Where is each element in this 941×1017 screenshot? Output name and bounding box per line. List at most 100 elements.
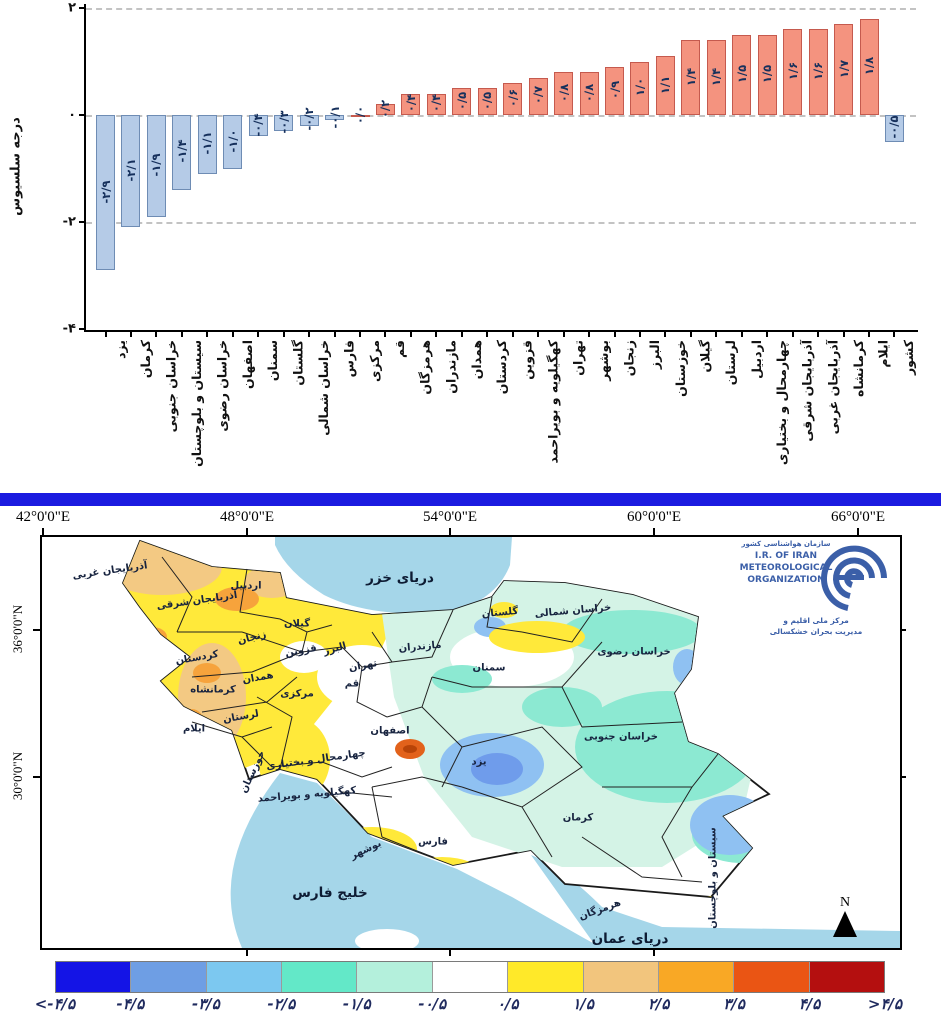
- iran-map-graphic: [121, 537, 900, 948]
- colorbar-segment: [432, 962, 509, 992]
- latitude-tick-right: [899, 776, 906, 778]
- bar: [783, 29, 803, 115]
- bar: [579, 72, 599, 115]
- bar-value-label: ۰/۶: [505, 88, 520, 108]
- x-category-label: فارس: [341, 340, 357, 378]
- bar-value-label: ۰/۸: [556, 83, 571, 102]
- longitude-tick: [42, 528, 44, 536]
- x-tick-mark: [588, 332, 591, 337]
- colorbar-label: >۴/۵: [867, 995, 903, 1013]
- sea-label: دریای عمان: [591, 931, 669, 947]
- x-category-label: کشور: [901, 340, 917, 376]
- latitude-label-left: 36°0'0"N: [10, 604, 25, 654]
- bar: [554, 72, 574, 115]
- x-category-label: گلستان: [290, 340, 306, 386]
- x-tick-mark: [562, 332, 565, 337]
- bar-value-label: ۰/۵: [454, 91, 469, 110]
- bar: [96, 115, 115, 271]
- y-tick-mark: [79, 7, 85, 9]
- x-tick-mark: [155, 332, 158, 337]
- longitude-tick: [449, 528, 451, 536]
- bar: [757, 34, 777, 115]
- x-category-label: خوزستان: [672, 340, 688, 397]
- bar: [375, 104, 395, 115]
- colorbar-segment: [809, 962, 884, 992]
- x-tick-mark: [282, 332, 285, 337]
- bar-value-label: -۰/۴: [251, 113, 266, 137]
- longitude-tick: [246, 528, 248, 536]
- colorbar-segment: [131, 962, 207, 992]
- x-tick-mark: [359, 332, 361, 337]
- x-category-label: آذربایجان غربی: [825, 340, 841, 435]
- province-label: خراسان جنوبی: [584, 731, 658, 743]
- longitude-bottom-tick: [449, 948, 451, 956]
- bar-value-label: ۱/۱: [658, 75, 673, 94]
- longitude-label: 42°0'0"E: [16, 509, 70, 525]
- province-label: مرکزی: [280, 688, 314, 700]
- bar: [197, 115, 217, 174]
- bar: [401, 93, 421, 115]
- x-category-label: کرمان: [137, 340, 153, 379]
- bar: [121, 115, 141, 228]
- colorbar-label: -۰/۵: [418, 995, 447, 1013]
- logo-line-3: ORGANIZATION: [747, 575, 825, 585]
- x-tick-mark: [766, 332, 769, 337]
- x-category-label: گیلان: [697, 340, 713, 373]
- colorbar-label: -۳/۵: [191, 995, 220, 1013]
- colorbar-segment: [282, 962, 358, 992]
- bar: [503, 82, 523, 115]
- bar: [808, 29, 828, 115]
- x-axis-line: [84, 330, 918, 332]
- longitude-label: 60°0'0"E: [627, 509, 681, 525]
- x-tick-mark: [409, 332, 412, 337]
- y-tick-label: -۲: [62, 214, 76, 230]
- x-tick-mark: [180, 332, 183, 337]
- x-tick-mark: [308, 332, 311, 337]
- x-tick-mark: [206, 332, 209, 337]
- x-category-label: کهگیلویه و بویراحمد: [545, 340, 561, 464]
- province-label: اردبیل: [230, 580, 262, 592]
- logo-fa-bottom-2: مدیریت بحران خشکسالی: [769, 627, 863, 636]
- bar: [655, 56, 675, 115]
- bar: [834, 24, 854, 115]
- logo-spiral-icon: [821, 545, 887, 611]
- caspian-sea-shape: [275, 537, 512, 614]
- longitude-tick: [857, 528, 859, 536]
- y-tick-label: ۰: [68, 107, 76, 123]
- x-category-label: خراسان شمالی: [316, 340, 332, 436]
- colorbar-segment: [206, 962, 283, 992]
- colorbar-label: -۴/۵: [116, 995, 145, 1013]
- x-category-label: البرز: [646, 340, 662, 370]
- bar: [299, 115, 319, 126]
- bar-value-label: -۰/۲: [302, 107, 317, 131]
- x-tick-mark: [791, 332, 794, 337]
- north-arrow-icon: [833, 911, 857, 937]
- bar-value-label: ۱/۵: [734, 64, 749, 83]
- x-tick-mark: [537, 332, 540, 337]
- x-tick-mark: [257, 332, 260, 337]
- x-category-label: خراسان جنوبی: [163, 340, 179, 433]
- province-label: سیستان و بلوچستان: [707, 827, 719, 929]
- bar-value-label: -۰/۳: [276, 110, 291, 134]
- x-category-label: چهارمحال و بختیاری: [774, 340, 790, 466]
- gridline: [86, 115, 916, 117]
- bar-value-label: ۰/۷: [531, 86, 546, 105]
- colorbar-segment: [658, 962, 735, 992]
- province-label: اصفهان: [370, 725, 410, 737]
- bar-value-label: ۱/۴: [683, 67, 698, 86]
- y-axis-line: [84, 4, 86, 332]
- persian-gulf-shape: [230, 773, 602, 948]
- bar-value-label: ۱/۸: [862, 56, 876, 75]
- x-tick-mark: [435, 332, 438, 337]
- x-tick-mark: [868, 332, 870, 337]
- x-tick-mark: [893, 332, 896, 337]
- colorbar-label: ۰/۵: [496, 995, 519, 1013]
- gridline: [86, 8, 916, 10]
- bar-value-label: ۱/۵: [760, 64, 775, 83]
- bar: [274, 115, 294, 132]
- x-category-label: اصفهان: [239, 340, 255, 389]
- logo-line-1: I.R. OF IRAN: [754, 551, 818, 561]
- x-tick-mark: [104, 332, 107, 337]
- colorbar-segment: [734, 962, 810, 992]
